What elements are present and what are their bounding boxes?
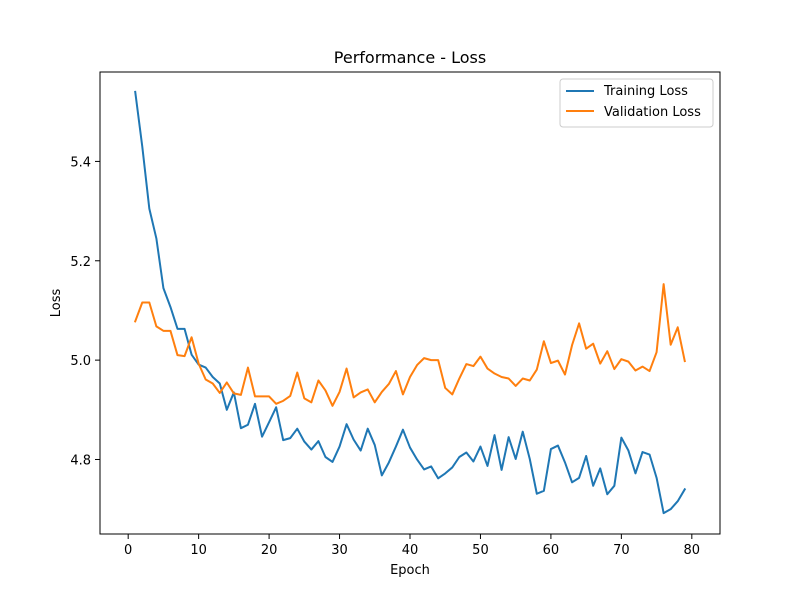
legend-label-validation-loss: Validation Loss (604, 105, 701, 120)
legend-label-training-loss: Training Loss (603, 84, 688, 99)
y-axis-label: Loss (49, 289, 64, 318)
axes-frame (99, 71, 721, 535)
x-tick-label: 80 (684, 543, 701, 558)
axis-ticks: 0 10 20 30 40 50 60 70 80 4.8 5.0 5.2 5.4 (70, 155, 700, 558)
x-axis-label: Epoch (390, 563, 430, 578)
x-tick-label: 60 (543, 543, 560, 558)
chart-title: Performance - Loss (334, 48, 486, 67)
legend: Training Loss Validation Loss (559, 78, 714, 128)
series-line-validation-loss (133, 283, 686, 407)
x-tick-label: 0 (124, 543, 132, 558)
y-tick-label: 5.4 (70, 155, 91, 170)
x-tick-label: 50 (472, 543, 489, 558)
y-tick-label: 5.0 (70, 354, 91, 369)
plot-area (133, 90, 687, 515)
x-tick-label: 10 (190, 543, 207, 558)
x-tick-label: 40 (402, 543, 419, 558)
series-line-training-loss (134, 90, 687, 515)
y-tick-label: 4.8 (70, 453, 91, 468)
x-tick-label: 20 (261, 543, 278, 558)
x-tick-label: 70 (613, 543, 630, 558)
legend-box (559, 78, 714, 128)
y-tick-label: 5.2 (70, 255, 91, 270)
x-tick-label: 30 (331, 543, 348, 558)
